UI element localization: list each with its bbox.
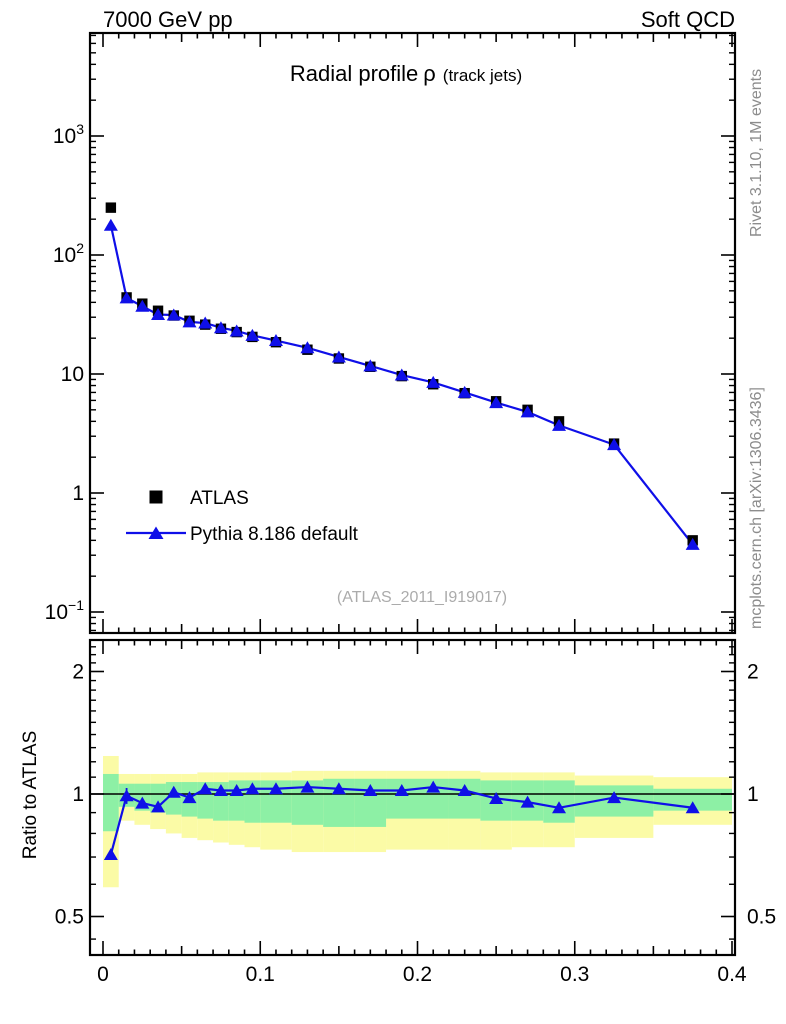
pythia-marker-triangle — [268, 334, 283, 347]
ratio-series — [103, 780, 700, 861]
y-axis-decade-label: 102 — [53, 240, 84, 267]
x-axis-label: 0 — [97, 963, 109, 986]
ratio-marker-triangle — [245, 782, 260, 795]
uncertainty-bands — [103, 755, 732, 888]
ratio-marker-triangle — [268, 782, 283, 795]
ratio-marker-triangle — [607, 791, 622, 804]
pythia-marker-triangle — [607, 438, 622, 451]
ratio-marker-triangle — [520, 795, 535, 808]
ratio-marker-triangle — [394, 784, 409, 797]
ratio-marker-triangle — [300, 780, 315, 793]
pythia-marker-triangle — [552, 418, 567, 431]
pythia-marker-triangle — [198, 316, 213, 329]
top-panel-series — [103, 202, 700, 550]
y-axis-decade-label: 10 — [61, 363, 84, 386]
y-axis-decade-label: 1 — [72, 482, 84, 505]
plot-title-main: Radial profile — [290, 61, 418, 86]
pythia-line — [109, 224, 694, 546]
ratio-marker-triangle — [552, 801, 567, 814]
pythia-marker-triangle — [135, 299, 150, 312]
pythia-marker-triangle — [363, 359, 378, 372]
pythia-marker-triangle — [182, 315, 197, 328]
plot-title-qualifier: (track jets) — [443, 66, 522, 85]
ratio-line — [109, 785, 693, 855]
ratio-panel-frame — [88, 638, 737, 957]
green-band-bin — [103, 773, 119, 832]
pythia-marker-triangle — [213, 321, 228, 334]
pythia-marker-triangle — [489, 396, 504, 409]
ratio-marker-triangle — [457, 784, 472, 797]
ratio-axis-label-right: 1 — [747, 783, 759, 806]
ratio-marker-triangle — [135, 796, 150, 809]
axis-ticks — [90, 33, 735, 955]
atlas-marker-square — [105, 202, 117, 213]
ratio-marker-triangle — [489, 791, 504, 804]
green-band-bin — [165, 782, 182, 815]
header-beam-energy: 7000 GeV pp — [103, 7, 233, 32]
pythia-marker-triangle — [331, 350, 346, 363]
top-panel-frame — [88, 31, 737, 635]
header-process-group: Soft QCD — [641, 7, 735, 32]
pythia-marker-triangle — [426, 375, 441, 388]
watermark-analysis-id: (ATLAS_2011_I919017) — [337, 589, 507, 606]
ratio-marker-triangle — [213, 784, 228, 797]
plot-title-observable-symbol: ρ — [423, 61, 436, 86]
side-note-rivet-version: Rivet 3.1.10, 1M events — [748, 69, 765, 237]
ratio-marker-triangle — [229, 784, 244, 797]
ratio-marker-triangle — [363, 784, 378, 797]
ratio-marker-triangle — [119, 789, 134, 802]
legend: ATLAS Pythia 8.186 default — [126, 488, 359, 545]
legend-marker-pythia-triangle — [148, 526, 164, 539]
ratio-marker-triangle — [331, 782, 346, 795]
pythia-marker-triangle — [151, 308, 166, 321]
pythia-marker-triangle — [520, 405, 535, 418]
pythia-marker-triangle — [119, 291, 134, 304]
pythia-marker-triangle — [685, 537, 700, 550]
y-axis-decade-label: 10−1 — [45, 597, 85, 624]
ratio-marker-triangle — [166, 785, 181, 798]
x-axis-label: 0.1 — [246, 963, 275, 986]
pythia-marker-triangle — [103, 218, 118, 231]
plot-title: Radial profile ρ (track jets) — [290, 61, 522, 86]
ratio-marker-triangle — [426, 780, 441, 793]
ratio-marker-triangle — [182, 791, 197, 804]
y-axis-decade-label: 103 — [53, 121, 84, 148]
pythia-marker-triangle — [229, 324, 244, 337]
legend-marker-atlas-square — [149, 490, 163, 504]
ratio-marker-triangle — [151, 800, 166, 813]
pythia-marker-triangle — [300, 341, 315, 354]
ratio-axis-title: Ratio to ATLAS — [20, 731, 41, 860]
x-axis-label: 0.2 — [403, 963, 432, 986]
ratio-axis-label-left: 0.5 — [55, 906, 84, 929]
ratio-axis-label-right: 2 — [747, 661, 759, 684]
ratio-marker-triangle — [198, 782, 213, 795]
side-note-mcplots-arxiv: mcplots.cern.ch [arXiv:1306.3436] — [748, 387, 765, 629]
legend-label-atlas: ATLAS — [190, 488, 249, 509]
pythia-marker-triangle — [394, 368, 409, 381]
pythia-marker-triangle — [457, 385, 472, 398]
ratio-axis-label-right: 0.5 — [747, 906, 776, 929]
legend-label-pythia: Pythia 8.186 default — [190, 524, 359, 545]
pythia-marker-triangle — [245, 328, 260, 341]
ratio-marker-triangle — [685, 801, 700, 814]
x-axis-label: 0.4 — [717, 963, 747, 986]
ratio-axis-label-left: 1 — [72, 783, 84, 806]
pythia-marker-triangle — [166, 308, 181, 321]
ratio-marker-triangle — [103, 848, 118, 861]
x-axis-label: 0.3 — [560, 963, 589, 986]
ratio-axis-label-left: 2 — [72, 661, 84, 684]
panel-frames — [88, 31, 737, 957]
